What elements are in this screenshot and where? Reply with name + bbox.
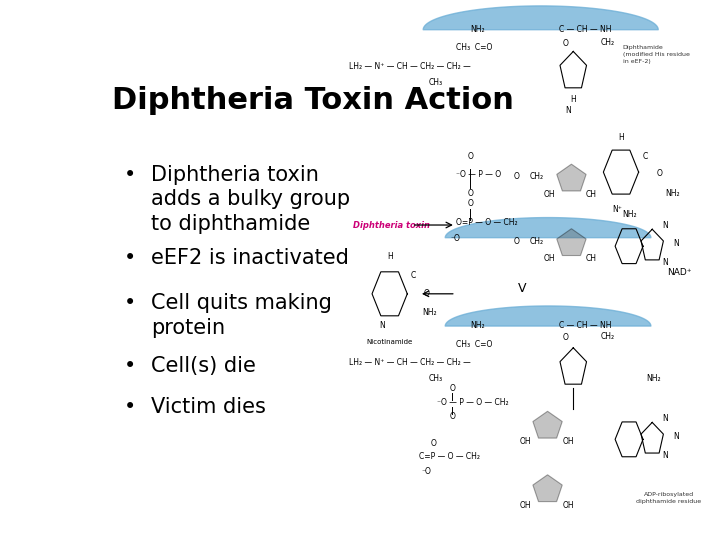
Text: N: N: [662, 414, 668, 423]
Text: Diphtheria toxin: Diphtheria toxin: [353, 220, 430, 230]
Text: NH₂: NH₂: [470, 321, 485, 330]
Polygon shape: [533, 411, 562, 438]
Text: OH: OH: [563, 436, 575, 446]
Text: ⁻O: ⁻O: [451, 234, 461, 243]
Text: C=P — O — CH₂: C=P — O — CH₂: [419, 453, 480, 462]
Text: O: O: [513, 237, 519, 246]
Text: NH₂: NH₂: [423, 308, 437, 317]
Text: C: C: [411, 271, 416, 280]
Text: V: V: [518, 282, 526, 295]
Text: eEF2 is inactivated: eEF2 is inactivated: [151, 248, 349, 268]
Text: C — CH — NH: C — CH — NH: [559, 25, 611, 33]
Text: CH₃: CH₃: [428, 374, 443, 383]
Text: NH₂: NH₂: [665, 189, 680, 198]
Polygon shape: [533, 475, 562, 502]
Text: O: O: [449, 412, 455, 421]
Text: CH₃  C=O: CH₃ C=O: [456, 43, 492, 52]
Text: O: O: [467, 199, 473, 208]
Text: Victim dies: Victim dies: [151, 397, 266, 417]
Text: ⁻O — P — O: ⁻O — P — O: [456, 171, 501, 179]
Text: N⁺: N⁺: [613, 205, 622, 214]
Text: C — CH — NH: C — CH — NH: [559, 321, 611, 330]
Text: N: N: [673, 433, 679, 441]
Text: OH: OH: [544, 190, 555, 199]
Text: O=P — O — CH₂: O=P — O — CH₂: [456, 218, 518, 227]
Text: ⁻O — P — O — CH₂: ⁻O — P — O — CH₂: [438, 398, 509, 407]
Polygon shape: [557, 229, 586, 255]
Text: LH₂ — N⁺ — CH — CH₂ — CH₂ —: LH₂ — N⁺ — CH — CH₂ — CH₂ —: [349, 358, 471, 367]
Text: Nicotinamide: Nicotinamide: [366, 339, 413, 345]
Text: O: O: [467, 189, 473, 198]
Text: O: O: [513, 172, 519, 181]
Text: OH: OH: [520, 436, 531, 446]
Text: H: H: [387, 252, 392, 261]
Text: CH: CH: [586, 190, 597, 199]
Text: •: •: [124, 248, 136, 268]
Text: NH₂: NH₂: [647, 374, 662, 383]
Text: N: N: [673, 239, 679, 248]
Text: NAD⁺: NAD⁺: [667, 268, 692, 277]
Text: O: O: [563, 333, 569, 342]
Text: CH₂: CH₂: [601, 332, 615, 341]
Text: OH: OH: [563, 501, 575, 510]
Text: Diphtheria toxin
adds a bulky group
to diphthamide: Diphtheria toxin adds a bulky group to d…: [151, 165, 351, 234]
Text: NH₂: NH₂: [470, 25, 485, 33]
Text: CH: CH: [586, 254, 597, 263]
Text: CH₂: CH₂: [601, 38, 615, 47]
Text: C: C: [642, 152, 647, 161]
Text: O: O: [563, 39, 569, 48]
Text: N: N: [662, 451, 668, 460]
Text: •: •: [124, 293, 136, 314]
Text: CH₂: CH₂: [529, 237, 544, 246]
Text: NH₂: NH₂: [622, 210, 636, 219]
Text: ADP-ribosylated
diphthamide residue: ADP-ribosylated diphthamide residue: [636, 492, 701, 504]
Text: CH₃: CH₃: [428, 78, 443, 86]
Text: •: •: [124, 397, 136, 417]
Text: H: H: [618, 133, 624, 142]
Polygon shape: [557, 164, 586, 191]
Text: ⁻O: ⁻O: [421, 467, 431, 476]
Text: Cell(s) die: Cell(s) die: [151, 356, 256, 376]
Text: CH₂: CH₂: [529, 172, 544, 181]
Text: Diphtheria Toxin Action: Diphtheria Toxin Action: [112, 85, 514, 114]
Text: H: H: [570, 95, 576, 104]
Text: N: N: [662, 258, 668, 267]
Text: Cell quits making
protein: Cell quits making protein: [151, 293, 332, 338]
Text: •: •: [124, 165, 136, 185]
Text: O: O: [467, 152, 473, 161]
Text: OH: OH: [544, 254, 555, 263]
Text: O: O: [657, 169, 662, 178]
Text: CH₃  C=O: CH₃ C=O: [456, 340, 492, 349]
Text: Diphthamide
(modified His residue
in eEF-2): Diphthamide (modified His residue in eEF…: [623, 45, 690, 64]
Text: •: •: [124, 356, 136, 376]
Text: O: O: [423, 289, 429, 299]
Text: O: O: [431, 438, 436, 448]
Text: OH: OH: [520, 501, 531, 510]
Text: N: N: [662, 221, 668, 230]
Text: N: N: [565, 106, 571, 114]
Text: LH₂ — N⁺ — CH — CH₂ — CH₂ —: LH₂ — N⁺ — CH — CH₂ — CH₂ —: [349, 62, 471, 71]
Text: N: N: [379, 321, 385, 330]
Text: O: O: [449, 383, 455, 393]
